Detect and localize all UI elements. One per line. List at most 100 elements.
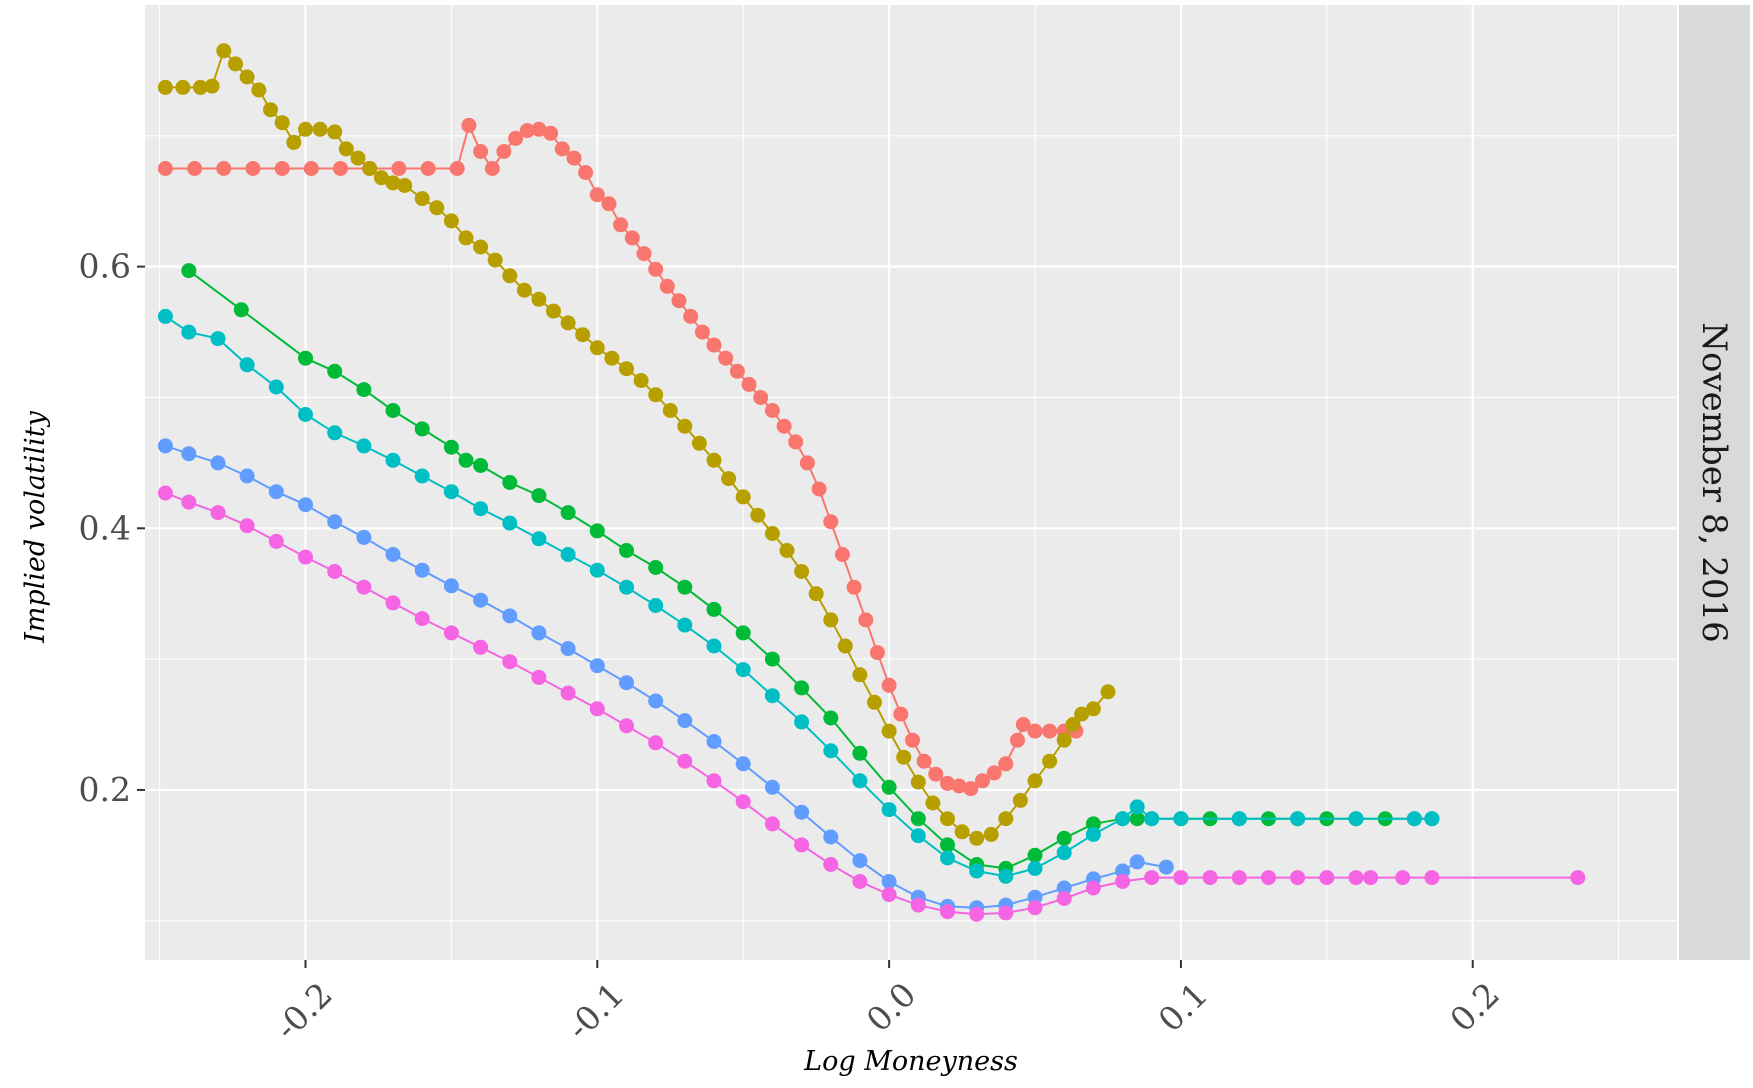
data-point bbox=[560, 505, 576, 521]
data-point bbox=[333, 161, 348, 176]
data-point bbox=[531, 669, 547, 685]
data-point bbox=[274, 115, 290, 131]
data-point bbox=[560, 685, 576, 701]
data-point bbox=[619, 675, 634, 691]
data-point bbox=[298, 407, 313, 422]
data-point bbox=[1231, 811, 1247, 827]
data-point bbox=[998, 868, 1014, 884]
data-point bbox=[210, 455, 226, 471]
data-point bbox=[1570, 870, 1586, 886]
data-point bbox=[560, 547, 576, 562]
x-tick-label: 0.2 bbox=[1442, 975, 1507, 1040]
data-point bbox=[484, 161, 500, 176]
data-point bbox=[764, 403, 780, 418]
data-point bbox=[735, 625, 751, 641]
data-point bbox=[502, 475, 518, 490]
data-point bbox=[531, 531, 547, 547]
data-point bbox=[1027, 723, 1043, 739]
data-point bbox=[881, 802, 897, 818]
data-point bbox=[764, 816, 780, 832]
data-point bbox=[823, 514, 839, 530]
x-tick-label: -0.2 bbox=[267, 975, 340, 1048]
data-point bbox=[846, 579, 862, 595]
data-point bbox=[837, 638, 853, 654]
data-point bbox=[1085, 816, 1101, 832]
data-point bbox=[1042, 753, 1058, 769]
data-point bbox=[414, 191, 430, 207]
data-point bbox=[1261, 870, 1276, 886]
data-point bbox=[589, 658, 605, 674]
data-point bbox=[794, 837, 810, 853]
data-point bbox=[181, 324, 197, 340]
data-point bbox=[905, 732, 920, 748]
data-point bbox=[263, 102, 278, 118]
data-point bbox=[1424, 811, 1440, 827]
data-point bbox=[1010, 732, 1025, 748]
data-point bbox=[391, 161, 407, 176]
data-point bbox=[239, 518, 255, 534]
data-point bbox=[619, 543, 634, 558]
data-point bbox=[1042, 723, 1058, 739]
data-point bbox=[1395, 870, 1411, 886]
data-point bbox=[706, 734, 722, 749]
data-point bbox=[881, 779, 897, 795]
data-point bbox=[986, 765, 1002, 781]
data-point bbox=[683, 308, 699, 324]
data-point bbox=[648, 387, 664, 403]
series-group bbox=[157, 485, 1586, 922]
data-point bbox=[429, 200, 445, 216]
data-point bbox=[268, 379, 284, 395]
data-point bbox=[443, 625, 459, 641]
data-point bbox=[951, 778, 967, 794]
data-point bbox=[251, 82, 267, 98]
data-point bbox=[502, 515, 518, 531]
y-tick-label: 0.6 bbox=[79, 247, 131, 286]
data-point bbox=[1115, 811, 1131, 827]
data-point bbox=[531, 121, 547, 137]
data-point bbox=[1074, 706, 1090, 722]
data-point bbox=[940, 850, 955, 866]
data-point bbox=[327, 564, 343, 579]
data-point bbox=[414, 468, 430, 484]
data-point bbox=[969, 863, 985, 879]
data-point bbox=[286, 134, 302, 150]
data-point bbox=[648, 735, 664, 751]
data-point bbox=[677, 753, 693, 769]
data-point bbox=[1012, 792, 1028, 808]
data-point bbox=[531, 625, 547, 641]
data-point bbox=[385, 547, 401, 562]
x-tick-label: -0.1 bbox=[559, 975, 632, 1048]
data-point bbox=[560, 315, 576, 331]
data-point bbox=[1056, 880, 1072, 896]
data-point bbox=[356, 382, 372, 398]
data-point bbox=[1129, 811, 1145, 827]
data-point bbox=[1085, 701, 1101, 717]
data-point bbox=[852, 874, 868, 889]
data-point bbox=[1129, 799, 1145, 815]
data-point bbox=[1085, 880, 1101, 896]
data-point bbox=[636, 246, 652, 262]
data-point bbox=[327, 363, 343, 379]
data-point bbox=[799, 455, 815, 471]
data-point bbox=[881, 887, 897, 903]
data-point bbox=[560, 641, 576, 657]
data-point bbox=[443, 213, 459, 229]
data-point bbox=[210, 505, 226, 521]
data-point bbox=[648, 261, 664, 277]
data-point bbox=[619, 718, 634, 734]
data-point bbox=[1406, 811, 1422, 827]
data-point bbox=[157, 79, 173, 95]
data-point bbox=[613, 217, 629, 233]
data-point bbox=[298, 549, 313, 565]
data-point bbox=[473, 239, 489, 255]
data-point bbox=[1363, 870, 1379, 886]
data-point bbox=[794, 564, 810, 579]
data-point bbox=[706, 452, 722, 468]
series-group bbox=[157, 438, 1174, 916]
data-point bbox=[157, 485, 173, 501]
data-point bbox=[764, 779, 780, 795]
data-point bbox=[1144, 811, 1160, 827]
data-point bbox=[362, 161, 378, 176]
data-point bbox=[881, 677, 897, 693]
data-point bbox=[896, 749, 912, 765]
